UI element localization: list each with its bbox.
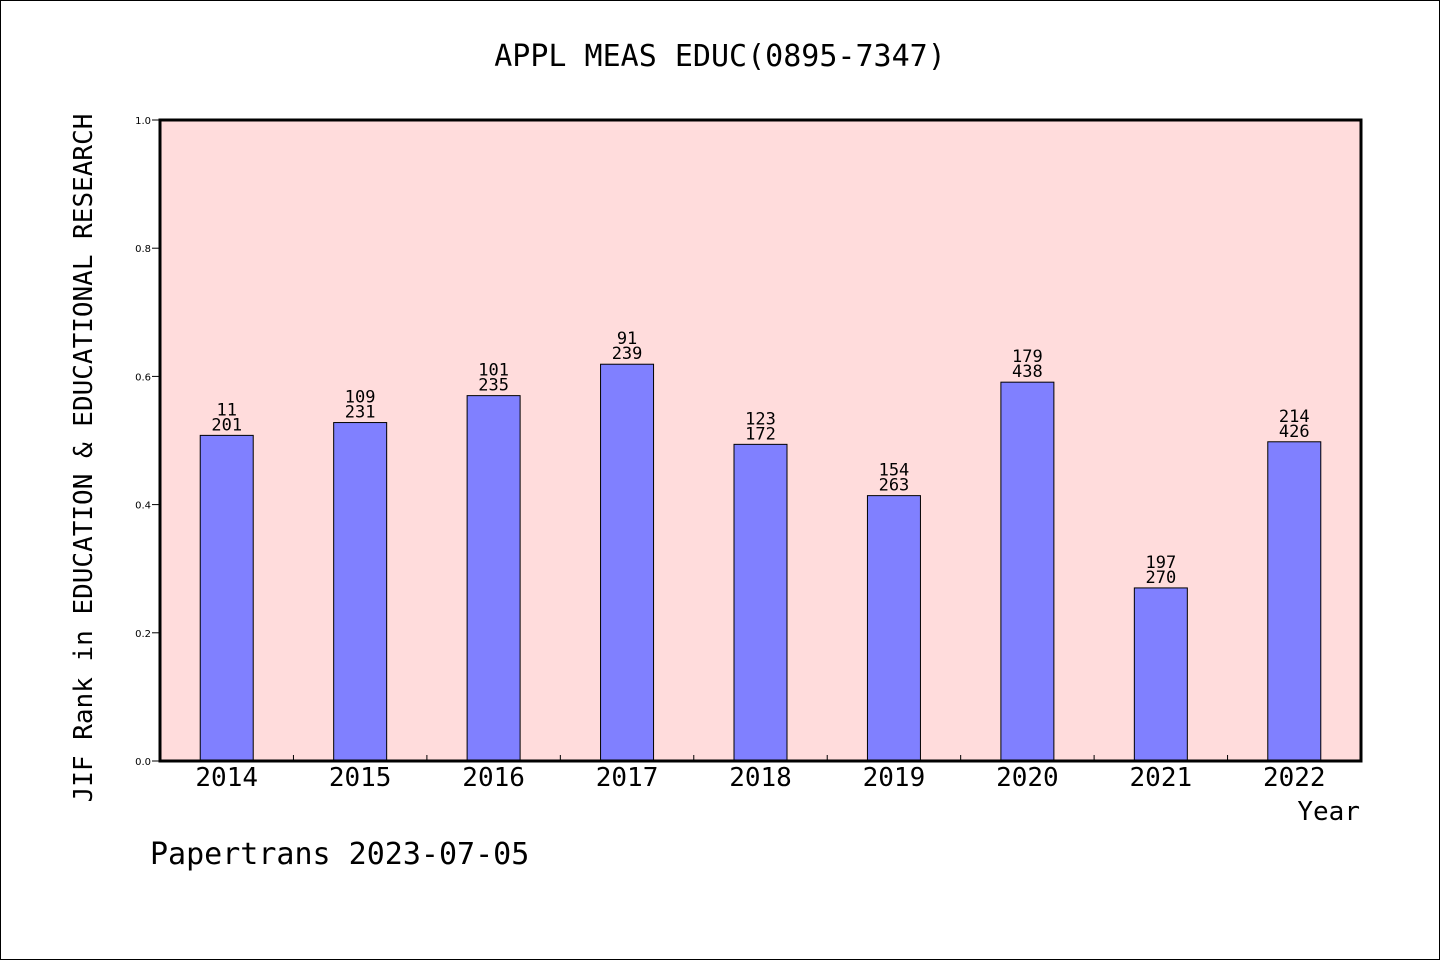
bar-label-total: 263 [879,476,910,496]
bar-label-total: 201 [211,415,242,435]
bar [1000,381,1055,762]
bar-label-rank: 109 [345,388,376,408]
x-tick-label: 2018 [729,763,792,793]
chart-title: APPL MEAS EDUC(0895-7347) [494,39,946,74]
bar [1267,441,1322,762]
bar-label-total: 235 [478,376,509,396]
y-tick-label: 0.6 [135,372,151,383]
x-tick-label: 2020 [996,763,1059,793]
bar-label-rank: 197 [1145,553,1176,573]
x-tick-label: 2019 [863,763,926,793]
bar [600,363,655,762]
bar-label-rank: 11 [216,400,236,420]
bar-label-total: 270 [1145,568,1176,588]
y-axis: 0.0 0.2 0.4 0.6 0.8 1.0 [135,116,160,768]
bar-label-rank: 154 [879,461,910,481]
x-tick-label: 2016 [462,763,525,793]
bar-label-rank: 179 [1012,347,1043,367]
x-tick-label: 2017 [596,763,659,793]
plot-border [158,118,1363,763]
bar-label-rank: 101 [478,361,509,381]
bar-label-rank: 214 [1279,407,1310,427]
y-tick-label: 0.8 [135,244,151,255]
footer-credit: Papertrans 2023-07-05 [150,837,529,872]
bar [1133,587,1188,762]
y-tick-label: 1.0 [135,116,151,127]
y-tick-label: 0.4 [135,501,151,512]
x-tick-label: 2015 [329,763,392,793]
y-axis-label: JIF Rank in EDUCATION & EDUCATIONAL RESE… [69,114,99,803]
bar-label-rank: 123 [745,409,776,429]
bar [466,395,521,762]
bar [733,443,788,762]
bar-label-total: 231 [345,403,376,423]
bar-label-total: 426 [1279,422,1310,442]
y-tick-label: 0.0 [135,757,151,768]
bar [333,422,388,762]
x-tick-label: 2022 [1263,763,1326,793]
bar-label-total: 172 [745,424,776,444]
x-tick-label: 2014 [195,763,258,793]
bar-label-total: 438 [1012,362,1043,382]
bar-label-total: 239 [612,344,643,364]
bar-label-rank: 91 [617,329,637,349]
bar [866,495,921,762]
x-axis-label: Year [1297,797,1360,827]
bar [199,434,254,762]
y-tick-label: 0.2 [135,629,151,640]
x-axis: 2014 2015 2016 2017 2018 2019 2020 2021 2022 [195,755,1326,793]
x-tick-label: 2021 [1130,763,1193,793]
